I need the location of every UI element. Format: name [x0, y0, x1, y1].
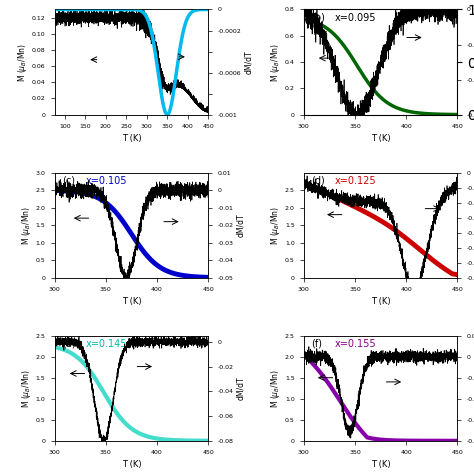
- Text: x=0.095: x=0.095: [334, 13, 376, 23]
- Y-axis label: dM/dT: dM/dT: [236, 213, 245, 237]
- X-axis label: T (K): T (K): [371, 460, 390, 469]
- Text: x=0.155: x=0.155: [334, 339, 376, 349]
- Y-axis label: M ($\mu_B$/Mn): M ($\mu_B$/Mn): [269, 43, 282, 82]
- Text: (b): (b): [311, 13, 325, 23]
- Y-axis label: M ($\mu_B$/Mn): M ($\mu_B$/Mn): [20, 369, 33, 408]
- Text: x=0.105: x=0.105: [85, 176, 127, 186]
- Text: (a): (a): [62, 13, 76, 23]
- Text: x=0.125: x=0.125: [334, 176, 376, 186]
- X-axis label: T (K): T (K): [371, 297, 390, 306]
- X-axis label: T (K): T (K): [122, 297, 141, 306]
- X-axis label: T (K): T (K): [122, 134, 141, 143]
- Text: x=0.075: x=0.075: [85, 13, 127, 23]
- Y-axis label: dM/dT: dM/dT: [244, 50, 253, 74]
- Text: (f): (f): [311, 339, 322, 349]
- Text: (d): (d): [311, 176, 325, 186]
- Y-axis label: M ($\mu_B$/Mn): M ($\mu_B$/Mn): [16, 43, 29, 82]
- Y-axis label: M ($\mu_B$/Mn): M ($\mu_B$/Mn): [269, 369, 282, 408]
- Y-axis label: dM/dT: dM/dT: [236, 376, 245, 400]
- X-axis label: T (K): T (K): [371, 134, 390, 143]
- Text: (c): (c): [62, 176, 75, 186]
- Y-axis label: M ($\mu_B$/Mn): M ($\mu_B$/Mn): [269, 206, 282, 245]
- Y-axis label: M ($\mu_B$/Mn): M ($\mu_B$/Mn): [20, 206, 33, 245]
- X-axis label: T (K): T (K): [122, 460, 141, 469]
- Text: x=0.145: x=0.145: [85, 339, 127, 349]
- Text: (e): (e): [62, 339, 76, 349]
